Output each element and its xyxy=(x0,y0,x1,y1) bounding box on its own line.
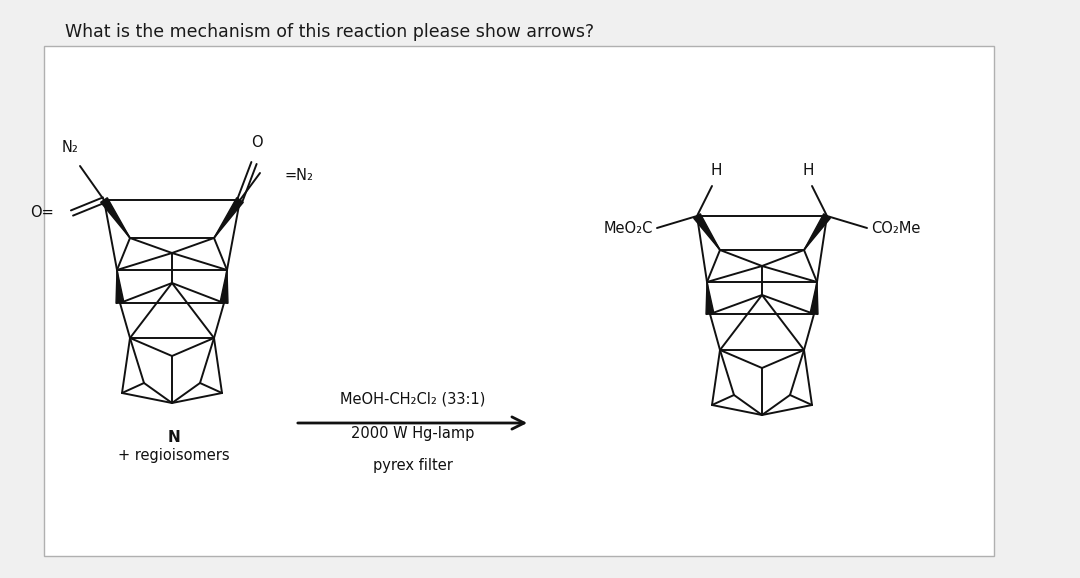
Polygon shape xyxy=(220,270,228,303)
Polygon shape xyxy=(693,214,720,250)
Text: N: N xyxy=(167,430,180,445)
Text: CO₂Me: CO₂Me xyxy=(870,220,920,235)
Polygon shape xyxy=(100,198,130,238)
Text: + regioisomers: + regioisomers xyxy=(118,448,230,463)
Text: O=: O= xyxy=(30,205,54,220)
FancyBboxPatch shape xyxy=(44,46,994,556)
Text: H: H xyxy=(711,163,721,178)
Polygon shape xyxy=(214,198,243,238)
Text: N₂: N₂ xyxy=(62,140,79,155)
Text: 2000 W Hg-lamp: 2000 W Hg-lamp xyxy=(351,426,474,441)
Polygon shape xyxy=(706,282,714,314)
Polygon shape xyxy=(116,270,124,303)
Text: =N₂: =N₂ xyxy=(284,168,313,183)
Text: O: O xyxy=(252,135,262,150)
Text: pyrex filter: pyrex filter xyxy=(373,458,453,473)
Polygon shape xyxy=(804,214,831,250)
Text: H: H xyxy=(802,163,813,178)
Text: What is the mechanism of this reaction please show arrows?: What is the mechanism of this reaction p… xyxy=(65,23,594,41)
Text: MeO₂C: MeO₂C xyxy=(604,220,653,235)
Polygon shape xyxy=(810,282,818,314)
Text: MeOH-CH₂Cl₂ (33:1): MeOH-CH₂Cl₂ (33:1) xyxy=(340,391,485,406)
